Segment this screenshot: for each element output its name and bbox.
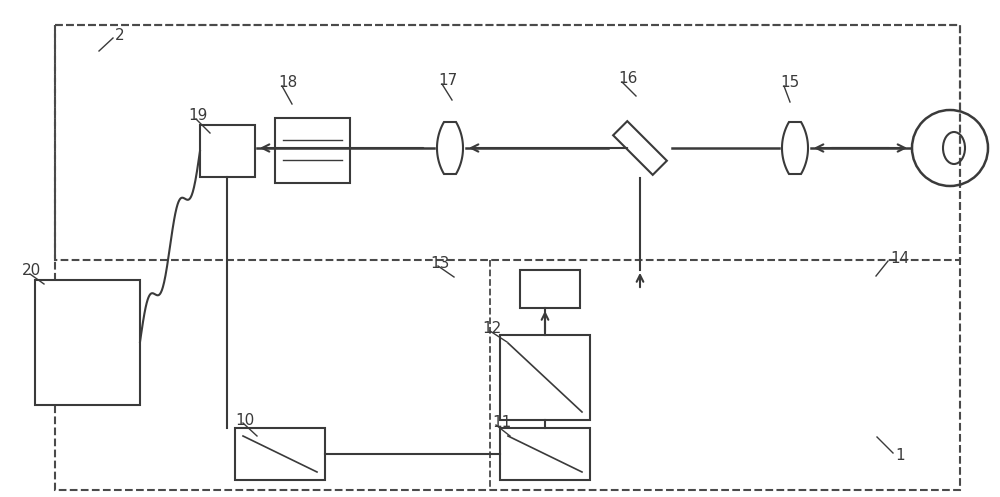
Text: 17: 17 — [438, 73, 457, 87]
Text: 2: 2 — [115, 27, 125, 43]
Text: 18: 18 — [278, 75, 297, 89]
Bar — [55, 25, 960, 260]
Text: 16: 16 — [618, 71, 637, 85]
Bar — [235, 428, 325, 480]
Polygon shape — [437, 122, 463, 174]
Text: 11: 11 — [492, 414, 511, 429]
Polygon shape — [613, 121, 667, 175]
Bar — [500, 428, 590, 480]
Text: 13: 13 — [430, 255, 449, 270]
Polygon shape — [782, 122, 808, 174]
Bar — [35, 280, 140, 405]
Text: 12: 12 — [482, 321, 501, 335]
Bar — [275, 118, 350, 183]
Bar — [500, 335, 590, 420]
Text: 10: 10 — [235, 413, 254, 427]
Bar — [200, 125, 255, 177]
Text: 14: 14 — [890, 250, 909, 265]
Bar — [520, 270, 580, 308]
Text: 19: 19 — [188, 107, 207, 122]
Text: 20: 20 — [22, 262, 41, 277]
Text: 1: 1 — [895, 447, 905, 463]
Text: 15: 15 — [780, 75, 799, 89]
